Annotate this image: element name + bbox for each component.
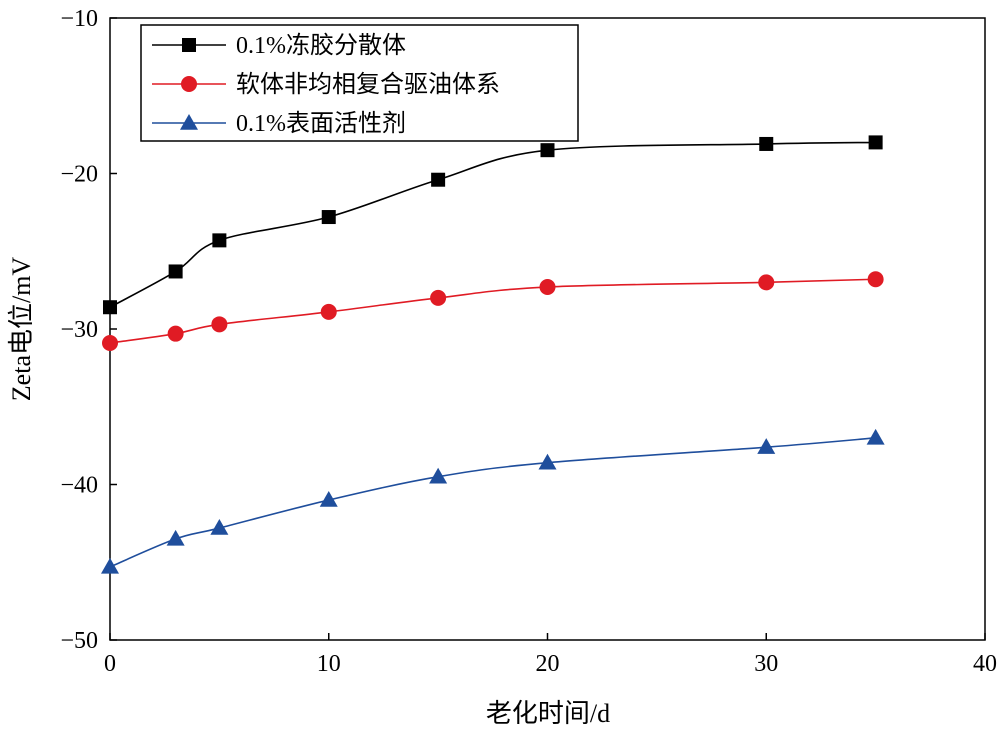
data-point	[168, 264, 183, 279]
data-point	[538, 453, 557, 470]
y-axis-title: Zeta电位/mV	[7, 257, 36, 402]
data-point	[102, 334, 118, 351]
legend-marker	[181, 76, 197, 92]
data-point	[758, 274, 775, 291]
data-point	[166, 529, 185, 546]
data-point	[319, 491, 338, 507]
x-tick-label: 10	[317, 651, 341, 677]
x-tick-label: 20	[536, 651, 560, 677]
series-3	[101, 428, 885, 574]
x-tick-label: 0	[104, 651, 116, 677]
data-point	[103, 300, 117, 315]
series-2	[102, 271, 884, 351]
data-point	[212, 233, 227, 248]
data-point	[429, 467, 448, 484]
legend-label: 软体非均相复合驱油体系	[236, 71, 500, 98]
data-point	[539, 279, 556, 296]
data-point	[867, 271, 884, 288]
legend-label: 0.1%冻胶分散体	[236, 32, 406, 59]
x-tick-label: 40	[973, 651, 997, 677]
series-1	[103, 135, 883, 315]
y-tick-label: −10	[60, 6, 98, 32]
data-point	[757, 438, 776, 454]
data-point	[759, 136, 774, 151]
series-line	[109, 278, 876, 344]
series-line	[109, 437, 876, 568]
data-point	[866, 428, 885, 445]
data-point	[167, 325, 184, 342]
series-line	[109, 141, 876, 308]
data-point	[210, 519, 229, 535]
data-point	[430, 289, 447, 306]
data-point	[431, 172, 446, 187]
y-tick-label: −50	[60, 628, 98, 654]
y-tick-label: −30	[60, 317, 98, 343]
data-point	[868, 135, 883, 150]
data-point	[211, 316, 228, 333]
x-tick-label: 30	[754, 651, 778, 677]
data-point	[101, 557, 119, 574]
x-axis-title: 老化时间/d	[486, 699, 610, 728]
data-point	[540, 143, 555, 158]
data-point	[320, 303, 337, 320]
legend-marker	[180, 114, 198, 130]
y-tick-label: −40	[60, 473, 98, 499]
legend-marker	[182, 38, 196, 52]
data-point	[321, 210, 336, 225]
legend-label: 0.1%表面活性剂	[236, 110, 406, 137]
y-tick-label: −20	[60, 162, 98, 188]
